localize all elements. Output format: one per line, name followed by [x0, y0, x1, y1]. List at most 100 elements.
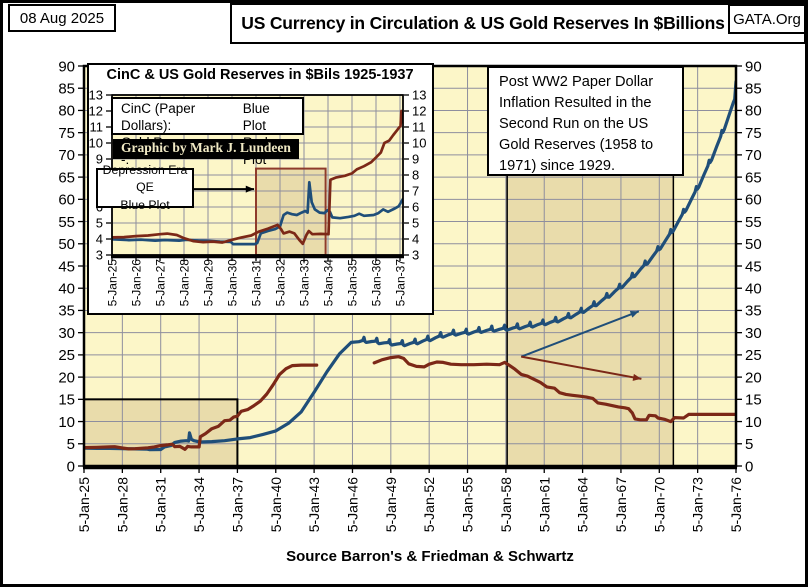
inset-chart-title: CinC & US Gold Reserves in $Bils 1925-19… — [106, 67, 414, 83]
x-tick-label: 5-Jan-46 — [345, 477, 361, 532]
y-tick-label-right: 70 — [745, 147, 762, 164]
y-tick-label-right: 30 — [745, 325, 762, 342]
y-tick-label-left: 30 — [58, 325, 75, 342]
annotation-arrow-blue — [520, 310, 640, 358]
y-tick-label-right: 55 — [745, 214, 762, 231]
y-tick-label-right: 20 — [745, 369, 762, 386]
y-tick-label-right: 80 — [745, 103, 762, 120]
post-ww2-annotation: Post WW2 Paper Dollar Inflation Resulted… — [487, 66, 684, 176]
source-note: Source Barron's & Friedman & Schwartz — [286, 548, 574, 565]
y-tick-label-right: 45 — [745, 258, 762, 275]
x-tick-label: 5-Jan-35 — [345, 259, 359, 307]
x-tick-label: 5-Jan-43 — [306, 477, 322, 532]
x-tick-label: 5-Jan-36 — [369, 259, 383, 307]
legend-cinc-value: Blue Plot — [242, 101, 270, 133]
y-tick-label-right: 40 — [745, 280, 762, 297]
x-tick-label: 5-Jan-76 — [728, 477, 744, 532]
author-credit: Graphic by Mark J. Lundeen — [113, 139, 299, 159]
y-tick-label-left: 13 — [89, 88, 103, 103]
y-tick-label-right: 9 — [412, 152, 419, 167]
x-tick-label: 5-Jan-28 — [177, 259, 191, 307]
y-tick-label-right: 0 — [745, 458, 753, 475]
y-tick-label-left: 4 — [96, 232, 103, 247]
x-tick-label: 5-Jan-34 — [191, 477, 207, 532]
arrow-head — [629, 311, 639, 318]
x-tick-label: 5-Jan-37 — [229, 477, 245, 532]
depression-annotation-line1: Depression Era QE — [102, 163, 188, 195]
y-tick-label-left: 5 — [67, 436, 75, 453]
x-tick-label: 5-Jan-37 — [393, 259, 407, 307]
x-tick-label: 5-Jan-30 — [225, 259, 239, 307]
y-tick-label-right: 4 — [412, 232, 419, 247]
x-tick-label: 5-Jan-25 — [76, 477, 92, 532]
y-tick-label-left: 3 — [96, 248, 103, 263]
inset-series-red — [112, 109, 403, 246]
y-tick-label-right: 3 — [412, 248, 419, 263]
y-tick-label-left: 12 — [89, 104, 103, 119]
date-label: 08 Aug 2025 — [19, 9, 105, 27]
y-tick-label-left: 5 — [96, 216, 103, 231]
x-tick-label: 5-Jan-58 — [498, 477, 514, 532]
x-tick-label: 5-Jan-33 — [297, 259, 311, 307]
main-series-red — [84, 363, 319, 451]
y-tick-label-left: 45 — [58, 258, 75, 275]
x-tick-label: 5-Jan-27 — [153, 259, 167, 307]
x-tick-label: 5-Jan-40 — [268, 477, 284, 532]
y-tick-label-right: 8 — [412, 168, 419, 183]
depression-era-annotation: Depression Era QE Blue Plot — [96, 163, 194, 212]
y-tick-label-left: 80 — [58, 103, 75, 120]
x-tick-label: 5-Jan-28 — [114, 477, 130, 532]
y-tick-label-left: 40 — [58, 280, 75, 297]
page-title-box: US Currency in Circulation & US Gold Res… — [230, 3, 806, 44]
x-tick-label: 5-Jan-31 — [153, 477, 169, 532]
x-tick-label: 5-Jan-26 — [129, 259, 143, 307]
brand-label: GATA.Org — [733, 10, 801, 28]
y-tick-label-right: 11 — [412, 120, 426, 135]
x-tick-label: 5-Jan-34 — [321, 259, 335, 307]
y-tick-label-left: 0 — [67, 458, 75, 475]
y-tick-label-right: 35 — [745, 303, 762, 320]
y-tick-label-right: 60 — [745, 192, 762, 209]
y-tick-label-left: 10 — [89, 136, 103, 151]
x-tick-label: 5-Jan-32 — [273, 259, 287, 307]
y-tick-label-right: 7 — [412, 184, 419, 199]
arrow-head — [632, 373, 642, 381]
y-tick-label-right: 6 — [412, 200, 419, 215]
brand-box: GATA.Org — [728, 4, 806, 34]
x-tick-label: 5-Jan-49 — [383, 477, 399, 532]
y-tick-label-right: 12 — [412, 104, 426, 119]
x-tick-label: 5-Jan-61 — [536, 477, 552, 532]
legend-row-cinc: CinC (Paper Dollars): Blue Plot — [121, 100, 294, 134]
y-tick-label-right: 65 — [745, 169, 762, 186]
y-tick-label-left: 90 — [58, 58, 75, 75]
depression-annotation-line2: Blue Plot — [120, 197, 170, 212]
y-tick-label-left: 10 — [58, 414, 75, 431]
y-tick-label-left: 60 — [58, 192, 75, 209]
y-tick-label-right: 10 — [412, 136, 426, 151]
x-tick-label: 5-Jan-29 — [201, 259, 215, 307]
y-tick-label-right: 75 — [745, 125, 762, 142]
inset-legend: CinC (Paper Dollars): Blue Plot Gold Res… — [111, 97, 304, 167]
annotation-arrow-red — [521, 355, 642, 380]
y-tick-label-left: 65 — [58, 169, 75, 186]
y-tick-label-right: 90 — [745, 58, 762, 75]
x-tick-label: 5-Jan-64 — [575, 477, 591, 532]
y-tick-label-left: 70 — [58, 147, 75, 164]
y-tick-label-right: 13 — [412, 88, 426, 103]
y-tick-label-right: 25 — [745, 347, 762, 364]
y-tick-label-right: 5 — [412, 216, 419, 231]
y-tick-label-right: 50 — [745, 236, 762, 253]
x-tick-label: 5-Jan-73 — [690, 477, 706, 532]
y-tick-label-left: 9 — [96, 152, 103, 167]
x-tick-label: 5-Jan-52 — [421, 477, 437, 532]
x-tick-label: 5-Jan-25 — [105, 259, 119, 307]
depression-era-qe-box — [256, 168, 326, 255]
y-tick-label-left: 25 — [58, 347, 75, 364]
date-box: 08 Aug 2025 — [8, 4, 116, 32]
y-tick-label-left: 85 — [58, 80, 75, 97]
y-tick-label-left: 35 — [58, 303, 75, 320]
main-series-blue — [84, 80, 736, 452]
legend-cinc-label: CinC (Paper Dollars): — [121, 101, 196, 133]
y-tick-label-left: 75 — [58, 125, 75, 142]
